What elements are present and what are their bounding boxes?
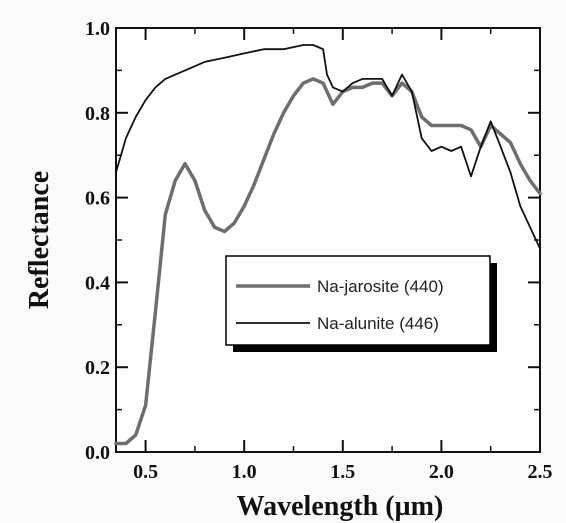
legend-label-na-alunite: Na-alunite (446): [317, 314, 439, 333]
y-tick-label: 0.8: [85, 103, 110, 125]
y-tick-label: 1.0: [85, 18, 110, 40]
legend-box: [225, 255, 491, 346]
series-line-na-jarosite-440: [114, 77, 542, 446]
plot-area-frame: [115, 27, 541, 453]
y-tick-label: 0.2: [85, 357, 110, 379]
y-tick-label: 0.6: [85, 188, 110, 210]
x-tick-label: 2.5: [528, 461, 553, 483]
legend-label-na-jarosite: Na-jarosite (440): [317, 277, 444, 296]
axis-ticks: 0.5 1.0 1.5 2.0 2.5 0.0 0.2 0.4 0.6 0.8 1.0: [85, 18, 553, 483]
x-tick-label: 2.0: [429, 461, 454, 483]
y-tick-label: 0.0: [85, 442, 110, 464]
x-tick-label: 1.0: [232, 461, 257, 483]
x-axis-title: Wavelength (µm): [237, 491, 444, 522]
series-line-na-alunite-446: [115, 44, 541, 250]
y-axis-title: Reflectance: [24, 171, 55, 309]
series-lines: [114, 44, 542, 446]
x-tick-label: 1.5: [330, 461, 355, 483]
legend: Na-jarosite (440) Na-alunite (446): [225, 255, 497, 352]
y-tick-label: 0.4: [85, 272, 110, 294]
x-tick-label: 0.5: [133, 461, 158, 483]
